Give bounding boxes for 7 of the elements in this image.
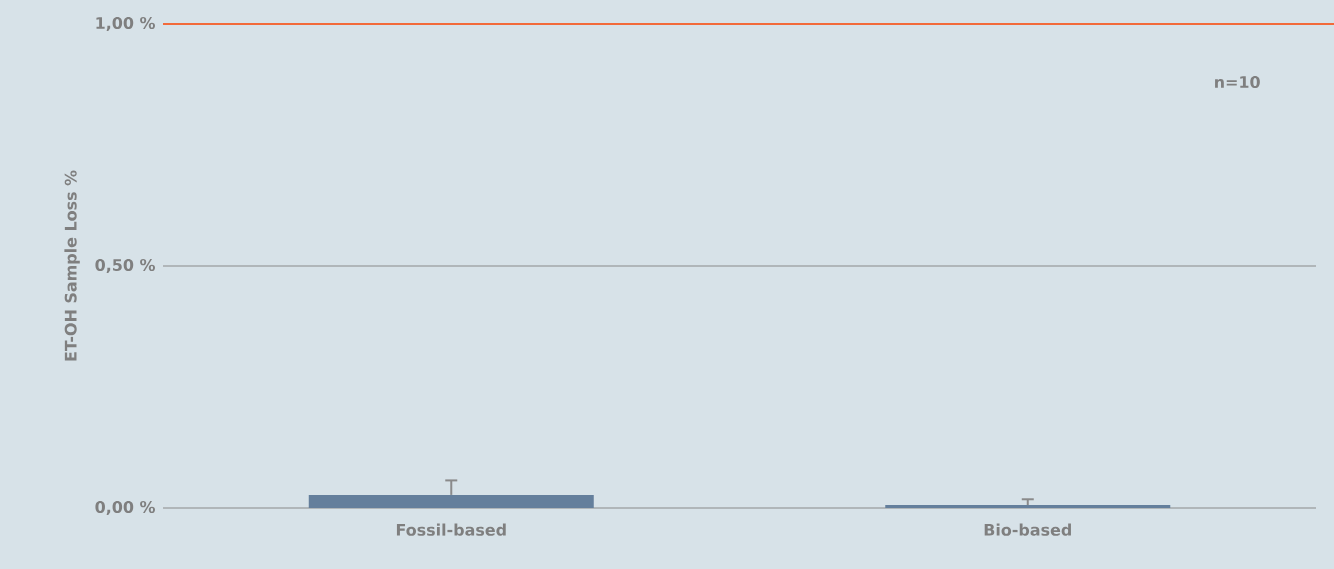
- y-tick-label: 1,00 %: [96, 16, 155, 32]
- x-tick-label: Fossil-based: [396, 523, 506, 536]
- y-axis-title: ET-OH Sample Loss %: [64, 170, 80, 361]
- y-tick-label: 0,00 %: [95, 500, 155, 516]
- annotation: n=10: [1215, 76, 1260, 89]
- x-tick-label: Bio-based: [984, 523, 1071, 536]
- y-tick-label: 0,50 %: [95, 258, 155, 274]
